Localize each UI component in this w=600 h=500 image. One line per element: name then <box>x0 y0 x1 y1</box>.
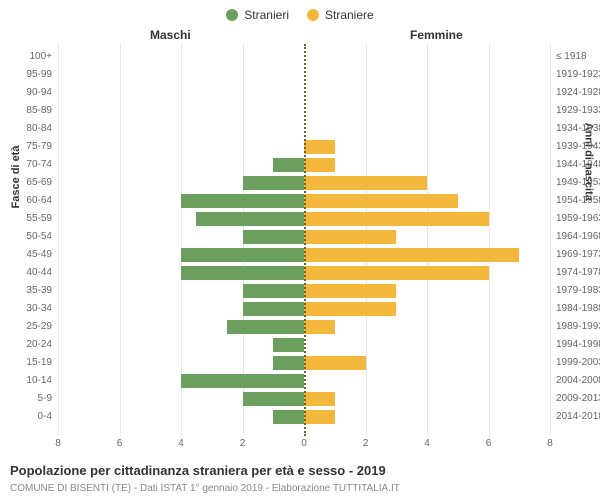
birth-year-label: 1929-1933 <box>556 102 600 120</box>
legend: Stranieri Straniere <box>0 0 600 22</box>
age-label: 5-9 <box>38 390 52 408</box>
birth-year-label: 1949-1953 <box>556 174 600 192</box>
legend-label-female: Straniere <box>325 8 374 22</box>
legend-swatch-female <box>307 9 319 21</box>
bar-male <box>181 248 304 262</box>
x-tick-label: 0 <box>301 438 307 449</box>
bar-male <box>243 392 305 406</box>
birth-year-label: 1994-1998 <box>556 336 600 354</box>
age-label: 100+ <box>29 48 52 66</box>
bar-female <box>304 356 366 370</box>
age-label: 25-29 <box>26 318 52 336</box>
legend-swatch-male <box>226 9 238 21</box>
x-tick-label: 4 <box>178 438 184 449</box>
bar-female <box>304 212 489 226</box>
birth-year-label: 1989-1993 <box>556 318 600 336</box>
age-label: 50-54 <box>26 228 52 246</box>
bar-female <box>304 194 458 208</box>
bar-male <box>181 194 304 208</box>
x-tick-label: 2 <box>363 438 369 449</box>
bar-female <box>304 302 396 316</box>
bar-male <box>273 338 304 352</box>
x-tick-label: 8 <box>547 438 553 449</box>
bar-female <box>304 266 489 280</box>
age-label: 65-69 <box>26 174 52 192</box>
chart-subtitle: COMUNE DI BISENTI (TE) - Dati ISTAT 1° g… <box>10 483 400 494</box>
birth-year-label: 1984-1988 <box>556 300 600 318</box>
birth-year-label: 1939-1943 <box>556 138 600 156</box>
age-label: 15-19 <box>26 354 52 372</box>
bar-female <box>304 410 335 424</box>
birth-year-label: 1954-1958 <box>556 192 600 210</box>
x-tick-label: 6 <box>486 438 492 449</box>
birth-year-label: 1974-1978 <box>556 264 600 282</box>
age-label: 70-74 <box>26 156 52 174</box>
x-tick-label: 8 <box>55 438 61 449</box>
bar-female <box>304 158 335 172</box>
legend-item-male: Stranieri <box>226 8 289 22</box>
birth-year-label: 1924-1928 <box>556 84 600 102</box>
pyramid-chart: Fasce di età Anni di nascita 100+≤ 19189… <box>58 44 550 436</box>
birth-year-label: 1964-1968 <box>556 228 600 246</box>
y-axis-title-left: Fasce di età <box>10 146 22 209</box>
bar-male <box>227 320 304 334</box>
age-label: 95-99 <box>26 66 52 84</box>
age-label: 30-34 <box>26 300 52 318</box>
chart-title: Popolazione per cittadinanza straniera p… <box>10 463 386 478</box>
age-label: 40-44 <box>26 264 52 282</box>
bar-male <box>273 356 304 370</box>
column-header-male: Maschi <box>150 28 191 42</box>
bar-male <box>243 176 305 190</box>
age-label: 55-59 <box>26 210 52 228</box>
bar-male <box>273 158 304 172</box>
age-label: 10-14 <box>26 372 52 390</box>
x-tick-label: 6 <box>117 438 123 449</box>
x-axis: 8 6 4 2 0 2 4 6 8 <box>58 438 550 452</box>
bar-male <box>243 230 305 244</box>
bar-male <box>243 302 305 316</box>
age-label: 85-89 <box>26 102 52 120</box>
bar-female <box>304 284 396 298</box>
birth-year-label: 1919-1923 <box>556 66 600 84</box>
age-label: 0-4 <box>38 408 52 426</box>
legend-item-female: Straniere <box>307 8 374 22</box>
bar-female <box>304 320 335 334</box>
bar-male <box>196 212 304 226</box>
bar-male <box>243 284 305 298</box>
column-header-female: Femmine <box>410 28 463 42</box>
age-label: 45-49 <box>26 246 52 264</box>
birth-year-label: 1969-1973 <box>556 246 600 264</box>
bar-male <box>181 266 304 280</box>
plot-area: 100+≤ 191895-991919-192390-941924-192885… <box>58 44 550 436</box>
birth-year-label: 1979-1983 <box>556 282 600 300</box>
birth-year-label: ≤ 1918 <box>556 48 587 66</box>
bar-female <box>304 176 427 190</box>
age-label: 60-64 <box>26 192 52 210</box>
age-label: 20-24 <box>26 336 52 354</box>
bar-male <box>181 374 304 388</box>
x-tick-label: 4 <box>424 438 430 449</box>
bar-male <box>273 410 304 424</box>
age-label: 80-84 <box>26 120 52 138</box>
bar-female <box>304 248 519 262</box>
x-tick-label: 2 <box>240 438 246 449</box>
birth-year-label: 1944-1948 <box>556 156 600 174</box>
legend-label-male: Stranieri <box>244 8 289 22</box>
bar-female <box>304 230 396 244</box>
age-label: 35-39 <box>26 282 52 300</box>
gridline <box>550 44 551 436</box>
birth-year-label: 2009-2013 <box>556 390 600 408</box>
age-label: 90-94 <box>26 84 52 102</box>
bar-female <box>304 392 335 406</box>
birth-year-label: 2004-2008 <box>556 372 600 390</box>
bar-female <box>304 140 335 154</box>
birth-year-label: 2014-2018 <box>556 408 600 426</box>
birth-year-label: 1934-1938 <box>556 120 600 138</box>
birth-year-label: 1999-2003 <box>556 354 600 372</box>
birth-year-label: 1959-1963 <box>556 210 600 228</box>
age-label: 75-79 <box>26 138 52 156</box>
center-line <box>304 44 306 436</box>
